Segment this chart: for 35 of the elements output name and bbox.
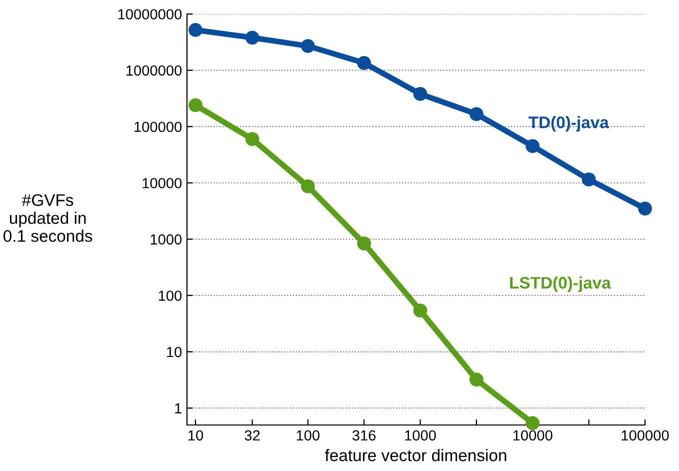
y-tick-label: 100 — [158, 290, 182, 301]
y-tick-label: 10000000 — [118, 9, 182, 20]
y-tick-label: 100000 — [134, 122, 182, 132]
y-tick-label: 1 — [175, 403, 182, 414]
point — [413, 304, 428, 318]
y-tick-label: 10000 — [142, 178, 182, 188]
point — [357, 56, 371, 70]
y-tick-label: 1000 — [150, 234, 182, 245]
point — [300, 39, 315, 53]
x-tick-label: 10 — [188, 430, 204, 441]
point — [526, 139, 540, 154]
x-tick-label: 316 — [352, 430, 376, 441]
y-tick-label: 10 — [167, 346, 182, 358]
x-tick-label: 100 — [296, 430, 320, 441]
x-tick-label: 32 — [244, 430, 260, 441]
point — [188, 23, 202, 37]
text: LSTD(0)-java — [510, 276, 611, 292]
x-axis-title: feature vector dimension — [324, 449, 506, 462]
series-label: TD(0)-java — [528, 116, 610, 132]
x-tick-label: 100000 — [622, 430, 669, 441]
x-tick-label: 10000 — [513, 430, 552, 441]
point — [469, 372, 484, 387]
point — [413, 87, 428, 101]
x-tick-label: 1000 — [405, 430, 436, 441]
point — [188, 98, 202, 112]
point — [526, 416, 540, 430]
y-tick-label: 1000000 — [126, 65, 182, 76]
point — [469, 107, 484, 121]
point — [245, 30, 260, 45]
point — [357, 236, 371, 250]
y-axis-title: #GVFs updated in 0.1 seconds — [4, 194, 92, 242]
point — [300, 179, 315, 194]
point — [582, 172, 596, 186]
point — [638, 202, 652, 216]
point — [245, 132, 260, 146]
